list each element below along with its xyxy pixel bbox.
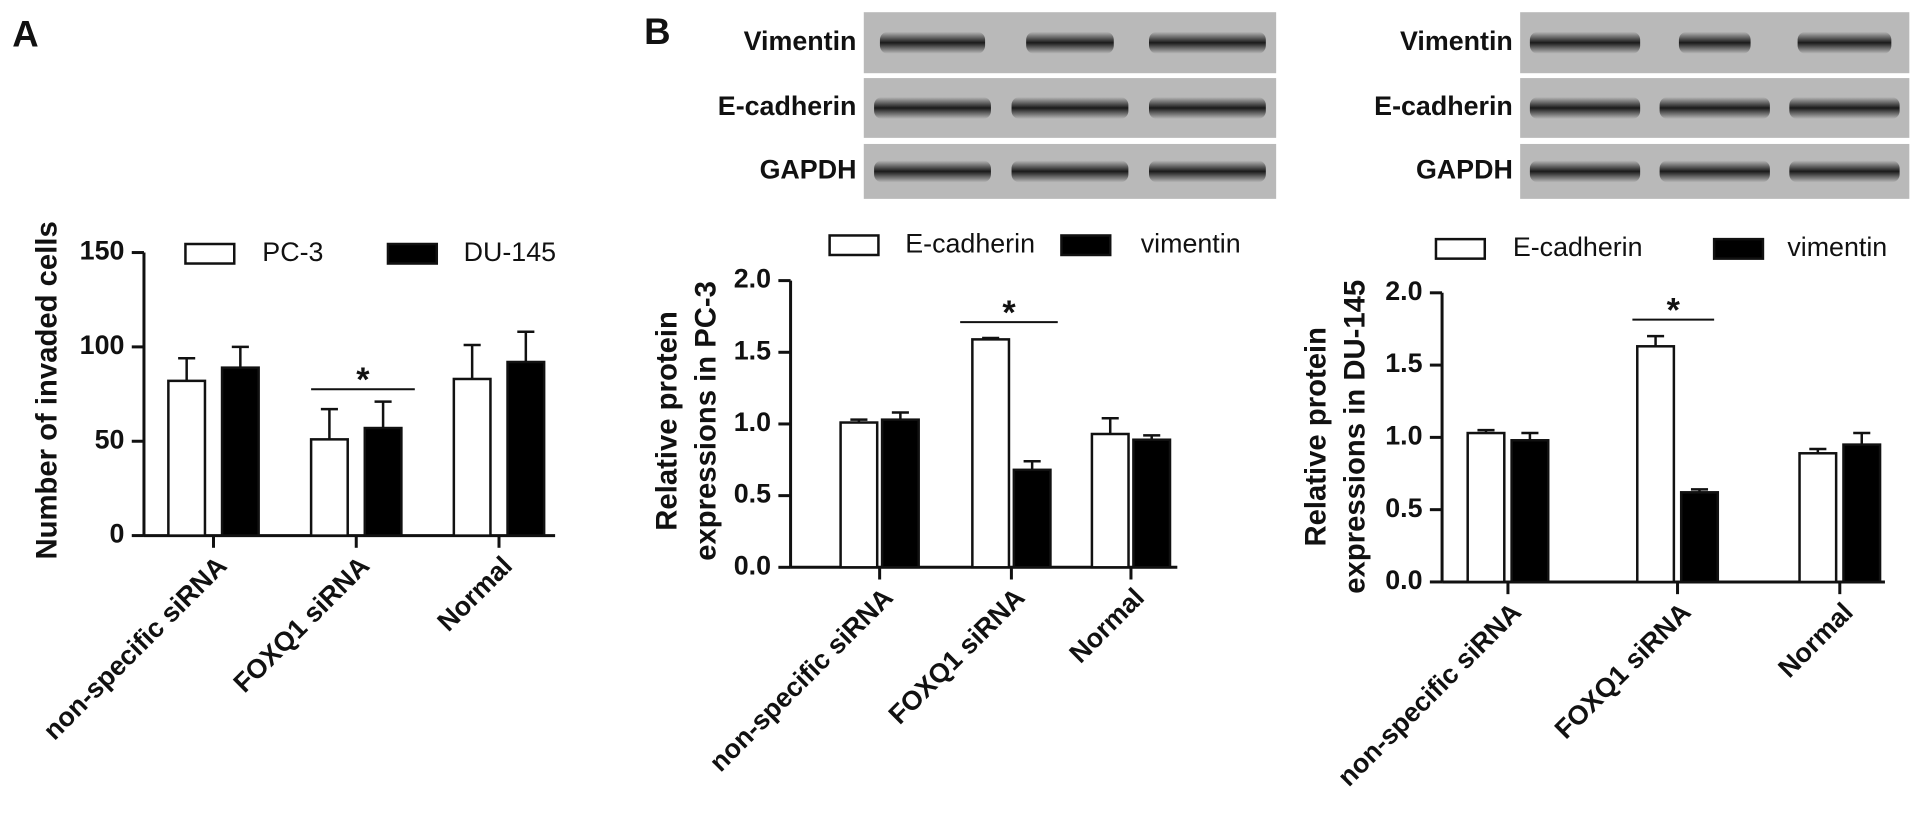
blot-band [1789,96,1900,119]
legend-swatch [828,234,880,257]
y-tick-label: 1.5 [1385,348,1422,378]
blot-label: E-cadherin [718,91,857,121]
bar [1012,468,1052,569]
blot-band [1529,160,1641,183]
blot-band [874,96,991,119]
bar [1510,439,1550,584]
blot-band [1659,96,1770,119]
bar [1132,438,1172,569]
legend-label: DU-145 [464,237,556,267]
blot-band [1529,31,1641,54]
bar [1798,452,1838,584]
x-tick-label: non-specific siRNA [704,582,899,777]
x-tick-label: Normal [431,550,518,637]
blot-band [1148,160,1266,183]
legend-label: vimentin [1787,232,1887,262]
bar [839,421,879,569]
y-tick-label: 0.0 [1385,565,1422,595]
blot-band [1678,31,1751,54]
bar [452,377,492,537]
bar [167,379,207,537]
bar [506,360,546,537]
blot-label: Vimentin [1400,26,1513,56]
y-tick-label: 1.0 [734,407,771,437]
legend-swatch [386,242,439,265]
y-tick-label: 150 [80,236,125,266]
panel-label: A [12,13,38,54]
blot-label: Vimentin [744,26,857,56]
significance-label: * [1002,294,1016,332]
y-axis-label: expressions in DU-145 [1338,280,1371,594]
legend-label: PC-3 [262,237,323,267]
x-tick-label: FOXQ1 siRNA [228,550,376,698]
legend-label: E-cadherin [1513,232,1643,262]
blot-band [1026,31,1114,54]
panel-label: B [644,11,670,52]
bar [1679,491,1720,584]
y-tick-label: 100 [80,330,125,360]
legend-label: vimentin [1141,228,1241,258]
blot-band [874,160,991,183]
y-tick-label: 1.5 [734,335,771,365]
y-tick-label: 0.0 [734,550,771,580]
y-axis-label: expressions in PC-3 [689,281,722,561]
y-tick-label: 0.5 [734,479,771,509]
blot-band [1011,160,1129,183]
x-tick-label: Normal [1063,582,1150,669]
blot-label: GAPDH [760,155,857,185]
x-tick-label: Normal [1772,597,1859,684]
x-tick-label: FOXQ1 siRNA [1549,597,1697,745]
blot-band [1797,31,1892,54]
bar [1090,432,1130,569]
legend-swatch [1712,237,1765,260]
bar [880,418,920,569]
blot-band [1148,96,1266,119]
y-tick-label: 2.0 [1385,276,1422,306]
bar [1842,443,1882,584]
bar [1466,431,1506,584]
blot-band [879,31,986,54]
blot-band [1529,96,1641,119]
x-tick-label: FOXQ1 siRNA [883,582,1031,730]
y-axis-label: Number of invaded cells [31,221,64,559]
bar [971,338,1011,569]
y-axis-label: Relative protein [650,311,683,531]
bar [220,366,260,537]
y-tick-label: 1.0 [1385,420,1422,450]
y-tick-label: 50 [95,424,125,454]
y-tick-label: 0.5 [1385,493,1422,523]
blot-band [1789,160,1900,183]
legend-swatch [184,242,236,265]
blot-label: GAPDH [1416,155,1513,185]
bar [1636,345,1676,584]
y-tick-label: 2.0 [734,264,771,294]
significance-label: * [1667,291,1681,329]
blot-label: E-cadherin [1374,91,1513,121]
bar [309,438,349,537]
y-axis-label: Relative protein [1299,327,1332,547]
blot-band [1148,31,1266,54]
legend-swatch [1060,234,1112,257]
x-tick-label: non-specific siRNA [37,550,232,745]
x-tick-label: non-specific siRNA [1332,597,1527,792]
blot-band [1659,160,1770,183]
legend-label: E-cadherin [905,228,1035,258]
legend-swatch [1434,237,1487,260]
y-tick-label: 0 [110,519,125,549]
bar [363,426,403,537]
blot-band [1011,96,1129,119]
significance-label: * [356,361,370,399]
